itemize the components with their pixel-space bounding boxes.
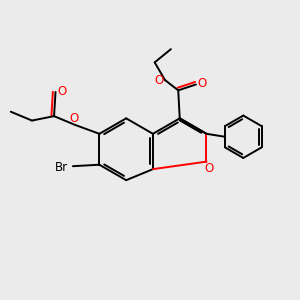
Text: Br: Br [55,160,68,174]
Text: O: O [198,76,207,89]
Text: O: O [58,85,67,98]
Text: O: O [70,112,79,125]
Text: O: O [204,162,213,175]
Text: O: O [154,74,163,87]
